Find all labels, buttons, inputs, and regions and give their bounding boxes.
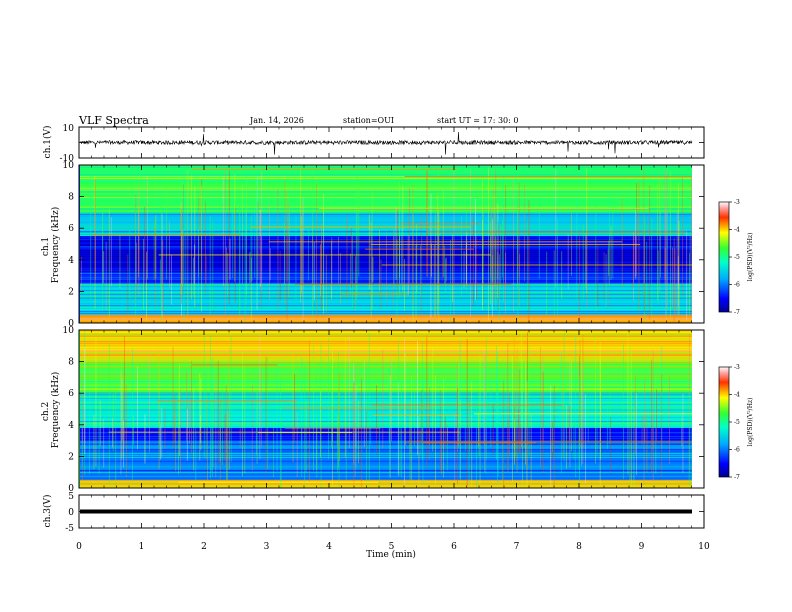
frequency-tick-label: 0 — [68, 319, 74, 329]
frequency-tick-label: 8 — [68, 193, 74, 203]
colorbar-tick-label: -3 — [734, 364, 740, 371]
ch2-colorbar-label: log(PSD)(V²/Hz) — [747, 398, 754, 447]
ch1-channel-label: ch.1 — [41, 237, 51, 256]
colorbar-tick-label: -4 — [734, 392, 740, 399]
ch3-ytick-mid: 0 — [68, 508, 74, 518]
ch2-spectrogram-tick-marks — [78, 329, 705, 489]
ch1-spectrogram-tick-marks — [78, 164, 705, 324]
frequency-tick-label: 8 — [68, 358, 74, 368]
time-tick-label: 10 — [698, 542, 710, 552]
frequency-tick-label: 10 — [63, 326, 75, 336]
time-axis-tick-labels: 0 1 2 3 4 5 6 7 8 9 10 — [76, 542, 710, 552]
ch2-frequency-label: Frequency (kHz) — [50, 372, 61, 449]
time-axis-label: Time (min) — [366, 549, 416, 560]
colorbar-tick-label: -7 — [734, 474, 740, 481]
ch3-waveform-panel: 5 0 -5 ch.3(V) — [42, 492, 705, 534]
ch1-ylabel: ch.1(V) — [42, 126, 53, 159]
ch1-colorbar: -3 -4 -5 -6 -7 log(PSD)(V²/Hz) — [718, 199, 754, 316]
ch1-ytick-bottom: -10 — [60, 154, 75, 164]
ch1-frequency-tick-labels: 0 2 4 6 8 10 — [63, 161, 75, 329]
ch2-frequency-tick-labels: 0 2 4 6 8 10 — [63, 326, 75, 494]
frequency-tick-label: 2 — [68, 452, 74, 462]
ch3-tick-marks — [78, 495, 705, 528]
frequency-tick-label: 6 — [68, 224, 74, 234]
station-label: station=OUI — [343, 116, 394, 125]
ch1-spectrogram-cells — [80, 165, 704, 323]
time-tick-label: 1 — [139, 542, 145, 552]
colorbar-tick-label: -4 — [734, 227, 740, 234]
time-tick-label: 2 — [201, 542, 207, 552]
ch3-ytick-bottom: -5 — [65, 524, 74, 534]
time-tick-label: 7 — [514, 542, 520, 552]
frequency-tick-label: 4 — [68, 256, 74, 266]
colorbar-tick-label: -7 — [734, 309, 740, 316]
date-label: Jan. 14, 2026 — [249, 116, 304, 125]
ch2-frequency-axis-label: ch.2 Frequency (kHz) — [41, 372, 61, 449]
frequency-tick-label: 0 — [68, 484, 74, 494]
ch1-ytick-top: 10 — [63, 124, 75, 134]
ch1-colorbar-ticks: -3 -4 -5 -6 -7 — [729, 199, 740, 316]
spectrogram-band — [80, 440, 692, 481]
ch1-waveform-panel: 10 -10 ch.1(V) — [42, 124, 705, 164]
colorbar-tick-label: -5 — [734, 419, 740, 426]
time-tick-label: 9 — [639, 542, 645, 552]
time-tick-label: 4 — [326, 542, 332, 552]
ch1-tick-marks — [78, 127, 705, 158]
ch1-frequency-label: Frequency (kHz) — [50, 207, 61, 284]
ch3-ytick-top: 5 — [68, 492, 74, 502]
ch2-channel-label: ch.2 — [41, 402, 51, 421]
time-tick-label: 5 — [389, 542, 395, 552]
ch2-colorbar: -3 -4 -5 -6 -7 log(PSD)(V²/Hz) — [718, 364, 754, 481]
time-tick-label: 3 — [264, 542, 270, 552]
ch1-spectrogram-panel: 0 2 4 6 8 10 ch.1 Frequency (kHz) -3 -4 -5 -6 -7 … — [41, 161, 754, 329]
ch2-colorbar-ticks: -3 -4 -5 -6 -7 — [729, 364, 740, 481]
colorbar-tick-label: -5 — [734, 254, 740, 261]
figure-title: VLF Spectra — [78, 114, 149, 127]
ch1-colorbar-label: log(PSD)(V²/Hz) — [747, 233, 754, 282]
frequency-tick-label: 6 — [68, 389, 74, 399]
ch2-spectrogram-cells — [80, 330, 704, 489]
ch1-waveform-trace — [79, 131, 693, 155]
colorbar-tick-label: -3 — [734, 199, 740, 206]
ch2-spectrogram-panel: 0 2 4 6 8 10 ch.2 Frequency (kHz) -3 -4 -5 -6 -7 … — [41, 326, 754, 494]
ch1-frequency-axis-label: ch.1 Frequency (kHz) — [41, 207, 61, 284]
frequency-tick-label: 10 — [63, 161, 75, 171]
frequency-tick-label: 4 — [68, 421, 74, 431]
colorbar-tick-label: -6 — [734, 447, 740, 454]
time-tick-label: 6 — [451, 542, 457, 552]
colorbar-tick-label: -6 — [734, 282, 740, 289]
ch3-ylabel: ch.3(V) — [42, 495, 53, 528]
frequency-tick-label: 2 — [68, 287, 74, 297]
start-ut-label: start UT = 17: 30: 0 — [437, 116, 518, 125]
time-tick-label: 0 — [76, 542, 82, 552]
time-tick-label: 8 — [576, 542, 582, 552]
